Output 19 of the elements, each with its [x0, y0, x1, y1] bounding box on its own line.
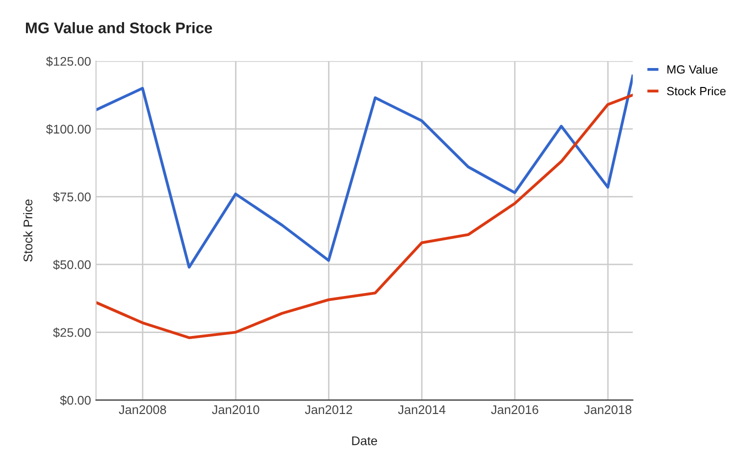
x-tick-label: Jan2012 — [304, 405, 352, 414]
x-tick-label: Jan2014 — [398, 405, 446, 414]
x-tick-label: Jan2016 — [491, 405, 538, 414]
y-tick-label: $50.00 — [53, 260, 91, 270]
x-tick-label: Jan2010 — [212, 405, 260, 414]
x-tick-label: Jan2018 — [584, 405, 632, 414]
y-tick-label: $75.00 — [53, 192, 91, 202]
x-axis-title: Date — [352, 436, 378, 446]
y-tick-label: $0.00 — [60, 395, 91, 406]
chart-title: MG Value and Stock Price — [26, 22, 212, 34]
y-tick-label: $125.00 — [46, 56, 91, 67]
y-axis-title: Stock Price — [23, 200, 32, 262]
line-series — [96, 94, 633, 340]
legend-label: Stock Price — [667, 86, 726, 96]
y-tick-label: $25.00 — [53, 328, 91, 338]
x-tick-label: Jan2008 — [118, 405, 166, 414]
y-tick-label: $100.00 — [46, 124, 91, 134]
legend-label: MG Value — [667, 64, 718, 74]
line-series — [96, 74, 633, 269]
